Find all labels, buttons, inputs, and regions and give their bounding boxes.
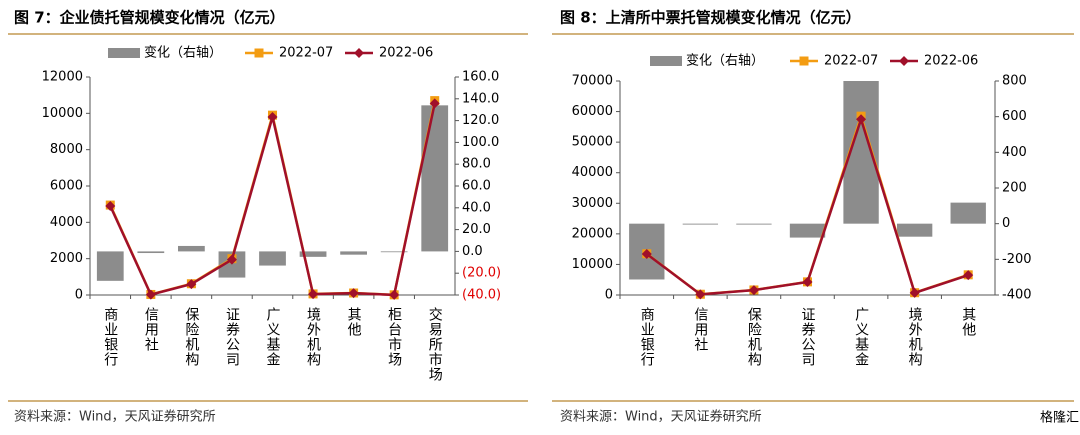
marker — [909, 287, 920, 298]
bar — [789, 223, 826, 238]
watermark: 格隆汇 — [1040, 410, 1079, 426]
legend-label: 2022-06 — [924, 54, 978, 69]
legend-swatch — [650, 56, 682, 66]
legend-label: 2022-06 — [379, 46, 433, 61]
y2-tick-label: -400 — [1002, 288, 1032, 303]
x-tick-label: 境外机构 — [305, 307, 321, 367]
marker — [429, 98, 440, 109]
x-tick-label: 其他 — [346, 307, 362, 337]
x-tick-label: 证券公司 — [800, 307, 816, 367]
source: 资料来源：Wind，天风证券研究所 — [560, 409, 762, 425]
y-tick-label: 50000 — [572, 135, 613, 150]
y2-tick-label: 60.0 — [462, 179, 491, 194]
bar — [259, 251, 286, 266]
bar — [896, 223, 933, 237]
x-tick-label: 其他 — [960, 307, 976, 337]
legend-marker — [354, 48, 364, 58]
x-tick-label: 交易所市场 — [427, 306, 443, 382]
x-tick-label: 商业银行 — [639, 307, 655, 367]
x-tick-label: 保险机构 — [746, 307, 762, 367]
y2-tick-label: 600 — [1002, 109, 1027, 124]
y2-tick-label: 20.0 — [462, 222, 491, 237]
y-tick-label: 8000 — [50, 142, 83, 157]
bar — [96, 251, 124, 281]
marker — [389, 289, 400, 300]
y2-tick-label: 400 — [1002, 145, 1027, 160]
legend-label: 变化（右轴） — [144, 45, 222, 61]
marker — [348, 288, 359, 299]
y2-tick-label: 160.0 — [462, 70, 499, 85]
marker — [226, 254, 237, 265]
marker — [186, 279, 197, 290]
marker — [308, 289, 319, 300]
y2-tick-label: 0.0 — [462, 244, 483, 259]
y-tick-label: 2000 — [50, 251, 83, 266]
y-tick-label: 70000 — [572, 74, 613, 89]
marker — [695, 289, 706, 300]
x-tick-label: 保险机构 — [183, 307, 199, 367]
legend-label: 2022-07 — [824, 54, 878, 69]
marker — [856, 114, 867, 125]
x-tick-label: 境外机构 — [907, 307, 923, 367]
y2-tick-label: (20.0) — [462, 266, 501, 281]
legend-label: 变化（右轴） — [686, 53, 764, 69]
y-tick-label: 60000 — [572, 104, 613, 119]
x-tick-label: 证券公司 — [224, 307, 240, 367]
legend-marker — [799, 56, 809, 66]
y2-tick-label: 0 — [1002, 216, 1010, 231]
marker — [802, 277, 813, 288]
bar — [421, 105, 449, 252]
legend-label: 2022-07 — [279, 46, 333, 61]
source: 资料来源：Wind，天风证券研究所 — [14, 409, 216, 425]
y-tick-label: 30000 — [572, 196, 613, 211]
y2-tick-label: 200 — [1002, 181, 1027, 196]
marker — [105, 200, 116, 211]
x-tick-label: 柜台市场 — [386, 307, 402, 367]
x-tick-label: 信用社 — [692, 307, 708, 352]
y2-tick-label: 80.0 — [462, 157, 491, 172]
y-tick-label: 20000 — [572, 226, 613, 241]
bar — [950, 202, 986, 224]
chart-title: 图 8：上清所中票托管规模变化情况（亿元） — [560, 9, 861, 27]
bar — [736, 223, 772, 225]
y-tick-label: 10000 — [42, 106, 83, 121]
y-tick-label: 4000 — [50, 215, 83, 230]
marker — [145, 289, 156, 300]
x-tick-label: 信用社 — [143, 307, 159, 352]
y2-tick-label: 40.0 — [462, 200, 491, 215]
marker — [641, 249, 652, 260]
x-tick-label: 商业银行 — [102, 307, 118, 367]
bar — [299, 251, 327, 257]
bar — [380, 251, 408, 253]
bar — [682, 223, 719, 225]
y-tick-label: 40000 — [572, 165, 613, 180]
y-tick-label: 0 — [75, 288, 83, 303]
y2-tick-label: 800 — [1002, 74, 1027, 89]
y-tick-label: 12000 — [42, 70, 83, 85]
x-tick-label: 广义基金 — [265, 307, 281, 367]
y2-tick-label: 140.0 — [462, 91, 499, 106]
marker — [267, 111, 278, 122]
y2-tick-label: 120.0 — [462, 113, 499, 128]
chart-title: 图 7：企业债托管规模变化情况（亿元） — [14, 9, 285, 27]
y2-tick-label: 100.0 — [462, 135, 499, 150]
legend-marker — [899, 56, 909, 66]
y2-tick-label: (40.0) — [462, 288, 501, 303]
bar — [340, 251, 367, 255]
bar — [178, 245, 205, 252]
legend-marker — [254, 48, 264, 58]
marker — [963, 270, 974, 281]
y-tick-label: 0 — [605, 288, 613, 303]
x-tick-label: 广义基金 — [853, 307, 869, 367]
legend-swatch — [108, 48, 140, 58]
y-tick-label: 6000 — [50, 179, 83, 194]
marker — [748, 285, 759, 296]
y2-tick-label: -200 — [1002, 252, 1032, 267]
bar — [137, 251, 165, 254]
y-tick-label: 10000 — [572, 257, 613, 272]
